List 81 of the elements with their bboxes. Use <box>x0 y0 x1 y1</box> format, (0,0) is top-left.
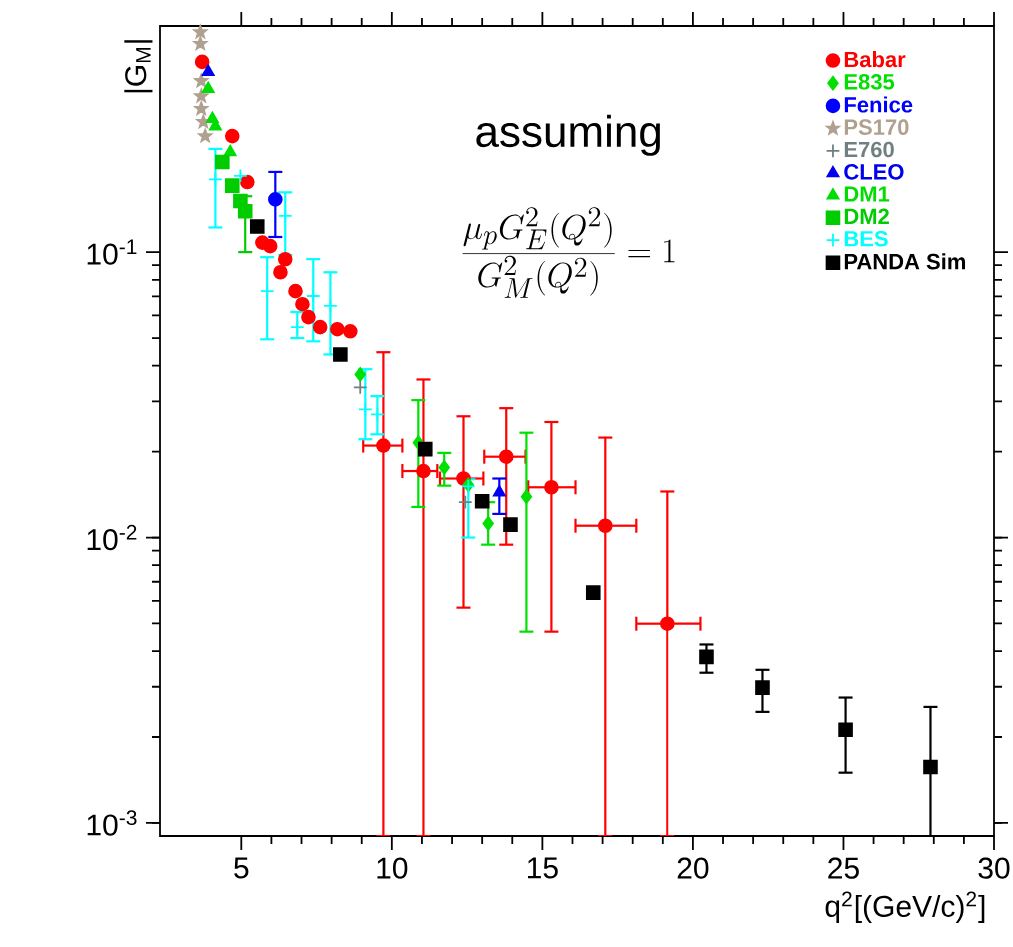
y-axis-title: |G$_{M}$| <box>124 40 153 93</box>
legend-label: Babar <box>844 51 906 68</box>
point <box>262 238 278 254</box>
legend-label: DM2 <box>844 208 889 224</box>
point <box>201 81 215 94</box>
x-tick-label: 25 <box>828 857 859 879</box>
point <box>194 73 209 88</box>
point <box>208 171 223 187</box>
point <box>503 517 518 532</box>
point <box>290 319 305 335</box>
point <box>233 168 248 184</box>
point <box>273 264 288 280</box>
point <box>305 288 321 304</box>
point <box>458 494 473 510</box>
x-tick-label: 5 <box>234 857 249 879</box>
x-tick-label: 10 <box>377 857 408 879</box>
point <box>520 489 533 505</box>
point <box>240 174 255 190</box>
point <box>370 407 385 422</box>
point <box>330 321 345 337</box>
y-tick-label: 10$^{-3}$ <box>87 810 137 836</box>
legend-label: CLEO <box>844 164 904 180</box>
point <box>277 251 293 267</box>
legend-label: PS170 <box>844 119 909 135</box>
x-tick-label: 30 <box>978 857 1010 879</box>
point <box>224 178 240 193</box>
legend-label: E760 <box>844 141 894 158</box>
point <box>301 309 316 325</box>
point <box>438 460 450 475</box>
legend-label: PANDA Sim <box>844 253 966 270</box>
point <box>194 54 210 70</box>
point <box>193 36 208 50</box>
point <box>699 649 714 665</box>
point <box>585 585 601 600</box>
legend-label: E835 <box>844 74 895 90</box>
point <box>323 298 338 314</box>
point <box>215 154 230 170</box>
point <box>194 101 209 115</box>
point <box>923 759 938 775</box>
x-tick-label: 15 <box>527 857 558 879</box>
point <box>474 493 490 509</box>
point <box>333 347 348 362</box>
point <box>295 296 310 312</box>
point <box>198 128 213 143</box>
point <box>224 128 240 144</box>
annotation: assuming <box>476 114 660 156</box>
point <box>416 463 431 479</box>
annotation: $\frac{\mu_{p}G_{E}^{2}(Q^{2})}{G_{M}^{2}(Q^{2})}=1$ <box>462 207 675 298</box>
point <box>660 616 675 631</box>
point <box>288 283 303 299</box>
point <box>354 367 366 382</box>
point <box>492 485 506 497</box>
y-tick-label: 10$^{-1}$ <box>87 239 137 265</box>
point <box>376 438 391 453</box>
point <box>838 722 853 738</box>
point <box>755 680 770 695</box>
point <box>598 518 613 534</box>
point <box>352 380 368 395</box>
point <box>417 441 433 457</box>
point <box>249 219 265 234</box>
legend-label: BES <box>844 230 888 247</box>
point <box>268 192 283 207</box>
y-tick-label: 10$^{-2}$ <box>87 524 137 551</box>
point <box>358 402 373 417</box>
point <box>201 64 215 77</box>
point <box>193 24 208 39</box>
x-axis-title: q$^{2}$[(GeV/c)$^{2}$] <box>825 891 985 923</box>
point <box>259 283 275 299</box>
point <box>223 144 237 157</box>
point <box>194 88 209 103</box>
point <box>342 323 358 339</box>
point <box>482 516 494 531</box>
point <box>277 208 293 224</box>
point <box>237 204 253 219</box>
point <box>498 449 514 464</box>
legend-label: Fenice <box>844 96 913 113</box>
legend-label: DM1 <box>844 186 890 202</box>
x-tick-label: 20 <box>677 857 709 879</box>
point <box>196 114 211 128</box>
point <box>544 479 559 495</box>
point <box>312 319 328 335</box>
